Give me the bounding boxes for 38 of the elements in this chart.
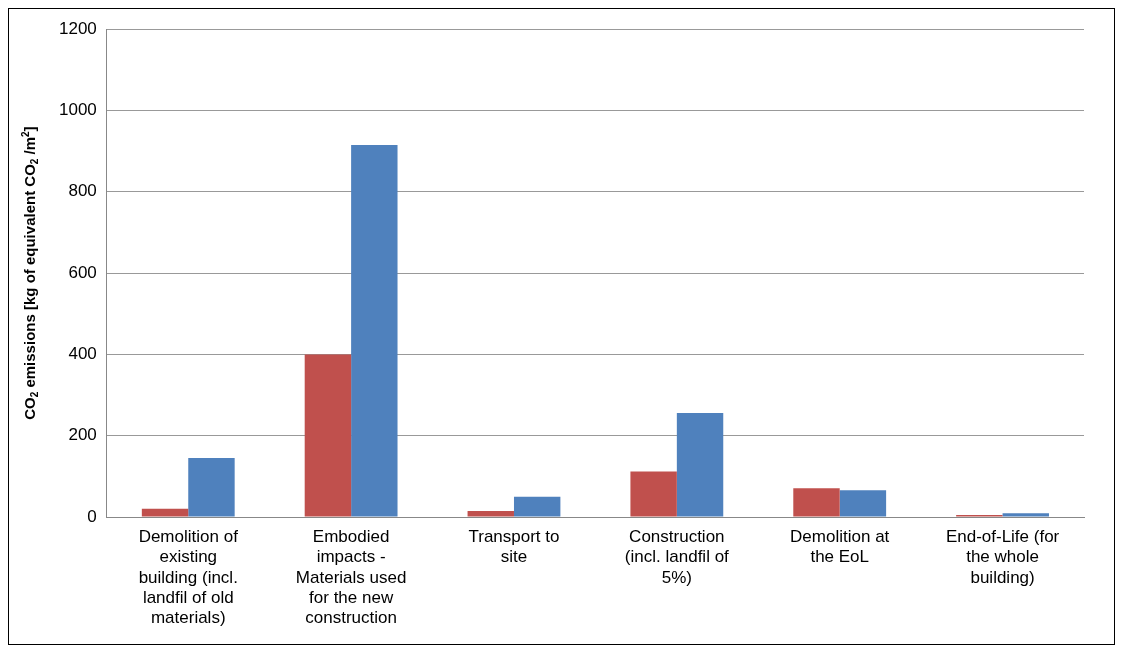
bar (351, 145, 398, 517)
category-label: the EoL (810, 547, 870, 567)
bar (304, 354, 352, 517)
category-label: impacts - (316, 547, 386, 567)
category-label: Demolition of (138, 526, 238, 546)
bar (676, 412, 724, 517)
category-label: End-of-Life (for (945, 526, 1060, 546)
y-tick-label: 1000 (58, 100, 97, 120)
y-tick-label: 0 (87, 506, 97, 526)
category-label: Materials used (295, 567, 407, 587)
category-label: landfil of old (142, 588, 234, 608)
category-label: construction (305, 608, 397, 628)
bar (141, 508, 189, 517)
bar (513, 496, 561, 517)
category-label: materials) (150, 608, 226, 628)
y-tick-label: 800 (68, 181, 97, 201)
category-label: site (500, 547, 528, 567)
y-tick-label: 400 (68, 344, 97, 364)
y-tick-label: 200 (68, 425, 97, 445)
bar (188, 458, 235, 517)
y-tick-label: 1200 (58, 18, 97, 38)
category-label: Transport to (468, 526, 560, 546)
category-label: the whole (966, 547, 1039, 567)
category-label: building) (970, 567, 1035, 587)
category-label: building (incl. (138, 567, 238, 587)
category-label: 5%) (661, 567, 692, 587)
category-label: for the new (309, 588, 394, 608)
category-label: Demolition at (790, 526, 890, 546)
category-label: Embodied (312, 526, 390, 546)
y-tick-label: 600 (68, 262, 97, 282)
category-label: (incl. landfil of (624, 547, 729, 567)
bar (1002, 513, 1049, 517)
bar (630, 471, 677, 517)
category-label: Construction (629, 526, 725, 546)
bar (839, 490, 887, 517)
bar (467, 510, 514, 517)
bar (793, 488, 840, 517)
category-label: existing (159, 547, 218, 567)
